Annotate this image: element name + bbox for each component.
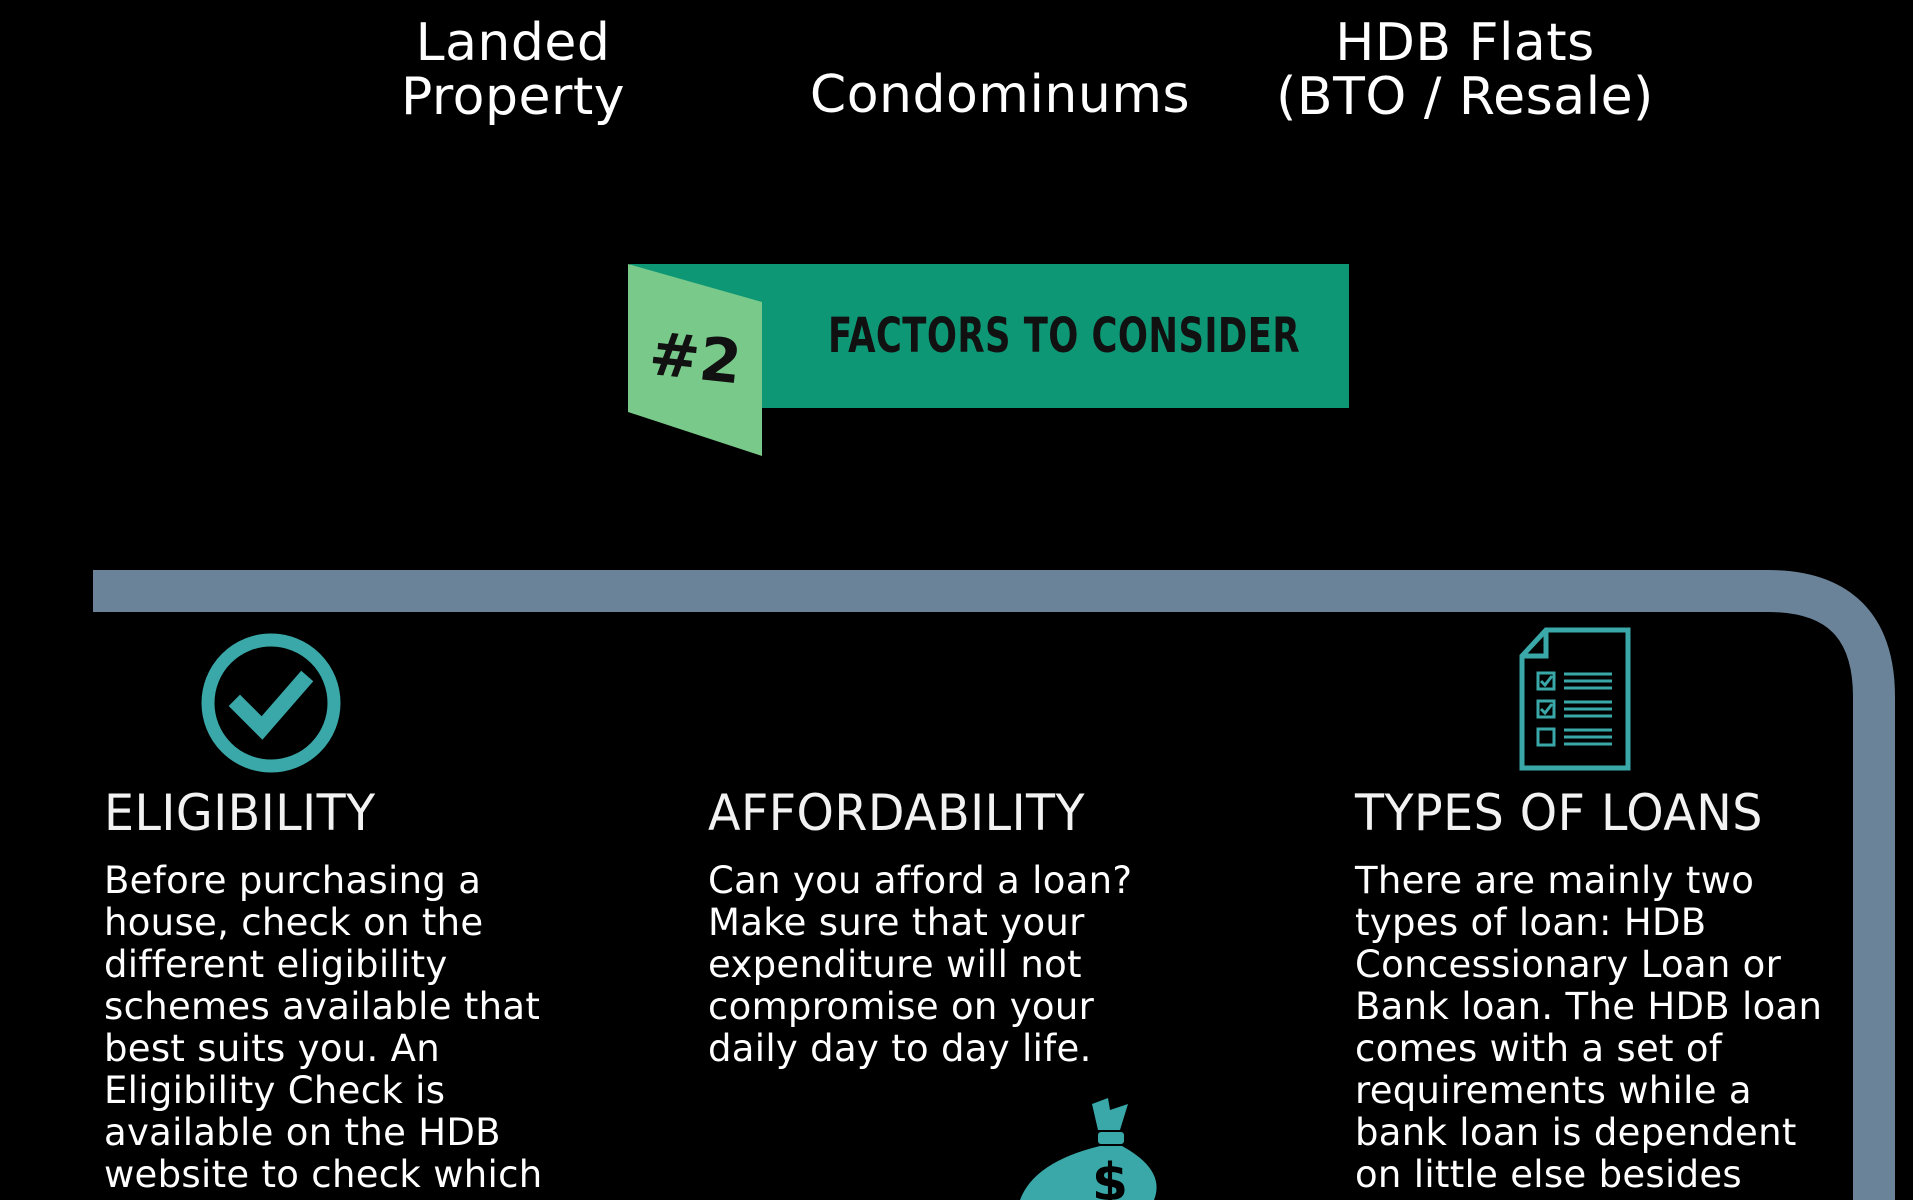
section-badge-number: #2 [646,319,745,398]
factor-title: TYPES OF LOANS [1355,784,1763,842]
factor-title: ELIGIBILITY [104,784,376,842]
section-title: FACTORS TO CONSIDER [828,308,1301,364]
factor-description: Can you afford a loan? Make sure that yo… [708,859,1133,1070]
property-type-line: HDB Flats [1335,13,1595,73]
money-bag-icon: $ [1020,1098,1157,1200]
property-type-line: (BTO / Resale) [1276,67,1654,127]
check-circle-icon [201,633,341,773]
svg-text:$: $ [1092,1153,1128,1200]
factor-description: Before purchasing a house, check on the … [104,859,543,1196]
property-type-line: Condominums [809,65,1191,125]
property-type-hdb-flats: HDB Flats (BTO / Resale) [1260,16,1670,124]
factor-title: AFFORDABILITY [708,784,1086,842]
frame-border [93,570,1895,1200]
property-type-landed: Landed Property [386,16,640,124]
factor-description: There are mainly two types of loan: HDB … [1355,859,1823,1196]
property-type-line: Property [400,67,626,127]
property-type-condominiums: Condominums [800,68,1200,122]
property-type-line: Landed [415,13,611,73]
badge-ribbon [628,264,762,456]
factor-types-of-loans: TYPES OF LOANS There are mainly two type… [1355,778,1825,1196]
checklist-document-icon [1519,627,1631,771]
section-badge: #2 [628,264,762,456]
factor-eligibility: ELIGIBILITY Before purchasing a house, c… [104,778,574,1196]
factor-affordability: AFFORDABILITY Can you afford a loan? Mak… [708,778,1178,1070]
